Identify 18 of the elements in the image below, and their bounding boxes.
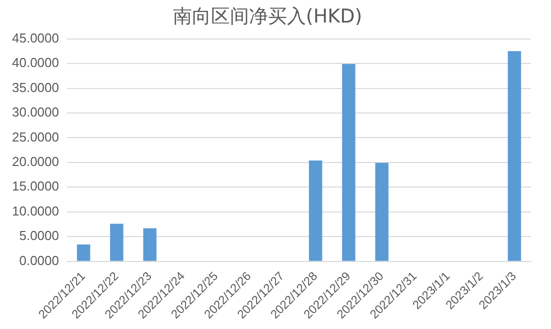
y-tick-label: 45.0000 — [12, 30, 59, 46]
bar — [143, 228, 156, 261]
y-tick-label: 25.0000 — [12, 129, 59, 144]
y-tick-label: 5.0000 — [19, 228, 59, 244]
y-tick-label: 10.0000 — [12, 203, 59, 218]
bar — [342, 64, 356, 261]
bar — [375, 162, 388, 261]
y-tick-label: 15.0000 — [12, 178, 59, 194]
y-tick-label: 40.0000 — [12, 55, 59, 70]
y-tick-label: 30.0000 — [12, 104, 59, 120]
y-tick-label: 0.0000 — [19, 252, 59, 268]
y-tick-label: 35.0000 — [12, 80, 59, 95]
bar — [308, 160, 322, 261]
bar — [110, 224, 124, 261]
bar — [76, 244, 90, 261]
bar — [508, 51, 522, 261]
chart-title: 南向区间净买入(HKD) — [172, 5, 362, 28]
y-tick-label: 20.0000 — [12, 154, 59, 170]
